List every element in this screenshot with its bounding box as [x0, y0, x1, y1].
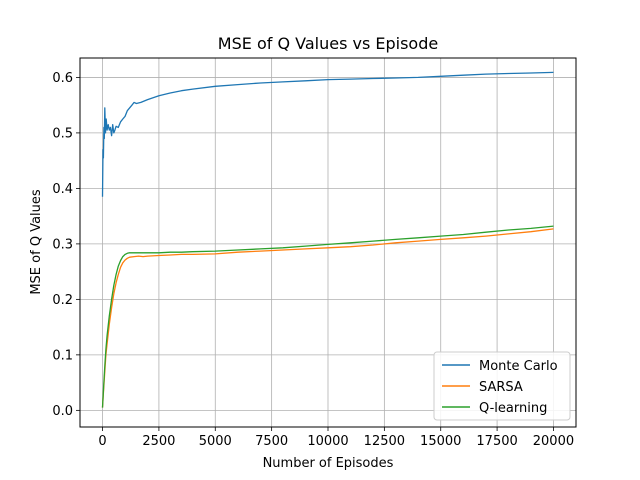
x-tick-label: 15000: [420, 434, 461, 449]
y-tick-label: 0.5: [52, 126, 73, 141]
legend-label-monte-carlo: Monte Carlo: [479, 359, 558, 374]
legend-box: [433, 351, 571, 421]
x-tick-label: 20000: [533, 434, 574, 449]
x-tick-label: 5000: [199, 434, 232, 449]
y-tick-label: 0.2: [52, 293, 73, 308]
series-layer: [101, 71, 554, 408]
x-tick-label: 2500: [142, 434, 175, 449]
y-tick-label: 0.6: [52, 71, 73, 86]
x-tick-label: 0: [98, 434, 106, 449]
y-tick-label: 0.1: [52, 348, 73, 363]
series-line-q-learning: [101, 225, 554, 408]
x-tick-label: 17500: [476, 434, 517, 449]
axis-ticks: 0 2500 5000 7500 10000 12500 15000 17500 20000 0.…: [52, 71, 574, 449]
chart-title: MSE of Q Values vs Episode: [218, 34, 438, 53]
series-line-monte-carlo: [101, 71, 554, 197]
y-tick-label: 0.3: [52, 237, 73, 252]
x-tick-label: 10000: [307, 434, 348, 449]
x-axis-title: Number of Episodes: [263, 456, 394, 471]
series-line-sarsa: [101, 228, 554, 408]
legend-label-q-learning: Q-learning: [479, 401, 547, 416]
y-tick-label: 0.0: [52, 404, 73, 419]
y-tick-label: 0.4: [52, 182, 73, 197]
legend-label-sarsa: SARSA: [479, 380, 523, 395]
x-tick-label: 12500: [364, 434, 405, 449]
legend: Monte Carlo SARSA Q-learning: [433, 351, 571, 421]
y-axis-title: MSE of Q Values: [29, 189, 44, 295]
x-tick-label: 7500: [255, 434, 288, 449]
